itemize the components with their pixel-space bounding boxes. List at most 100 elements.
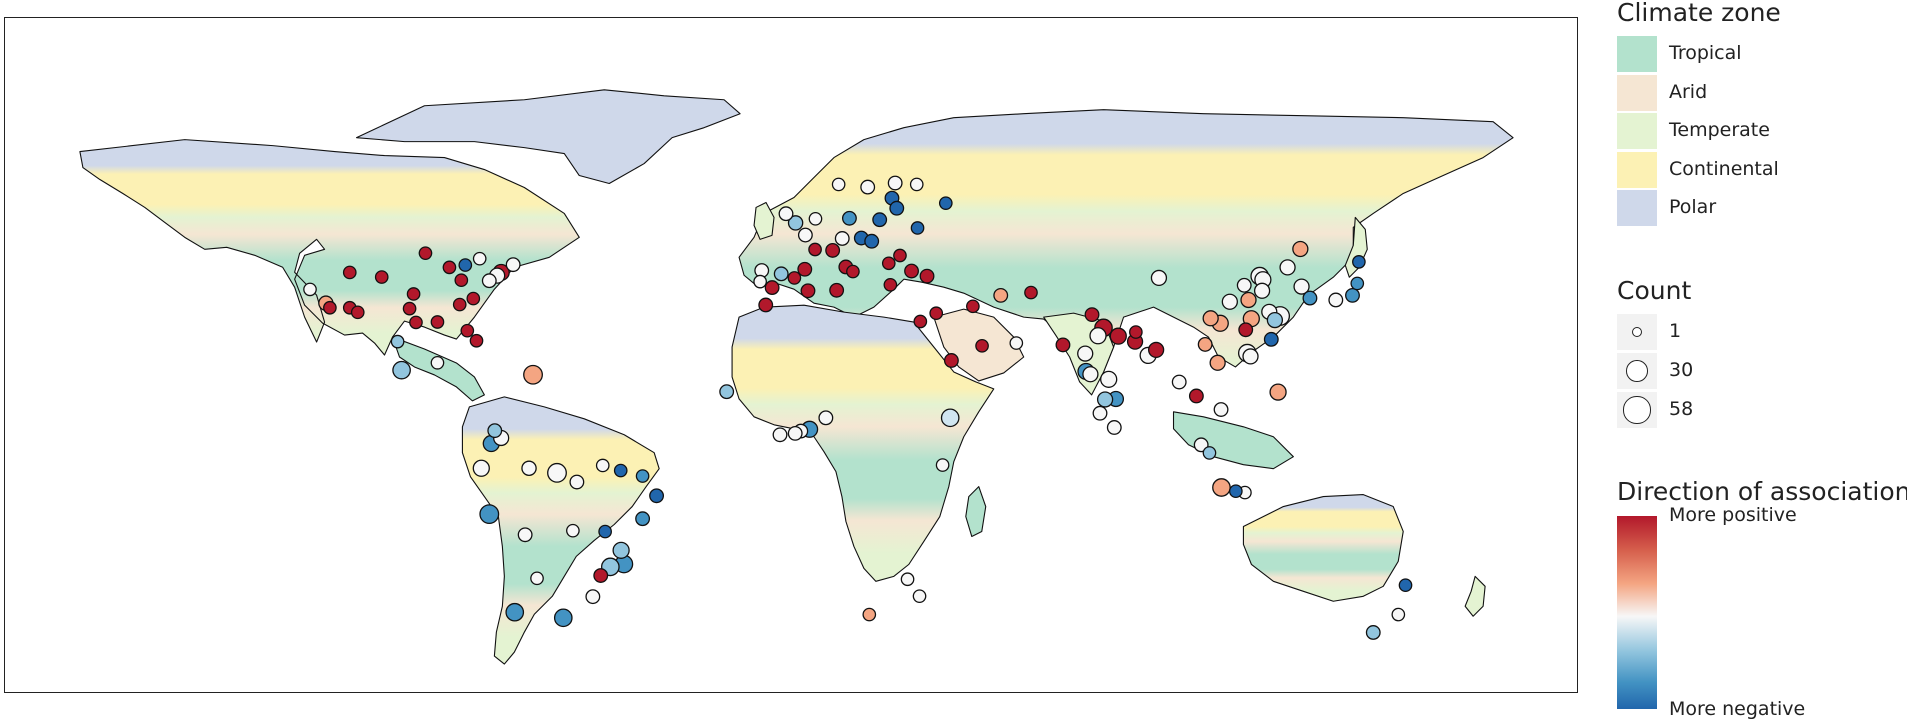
climate-key-swatch (1617, 113, 1657, 149)
study-point (479, 504, 500, 525)
study-point (1197, 337, 1213, 352)
study-point (466, 291, 481, 306)
study-point (469, 333, 484, 348)
study-point (1266, 311, 1284, 329)
study-point (547, 462, 567, 483)
study-point (1242, 348, 1259, 365)
study-point (452, 297, 467, 312)
study-point (635, 469, 650, 483)
study-point (1228, 484, 1243, 499)
study-point (1221, 293, 1238, 310)
study-point (800, 283, 816, 299)
study-point (900, 572, 915, 587)
climate-key-label: Arid (1669, 80, 1708, 103)
study-point (566, 523, 580, 538)
study-point (758, 297, 774, 313)
count-key-circle (1623, 396, 1651, 424)
count-key-box (1617, 314, 1657, 350)
direction-top-label: More positive (1669, 504, 1797, 526)
study-point (649, 488, 665, 504)
study-point (1202, 310, 1219, 327)
greenland-landmass (356, 89, 741, 185)
study-point (889, 200, 905, 216)
study-point (929, 306, 944, 321)
study-point (772, 427, 788, 443)
study-point (1202, 446, 1217, 460)
climate-key-swatch (1617, 190, 1657, 226)
land-layer (79, 89, 1514, 665)
study-point (350, 305, 365, 320)
count-key-circle (1626, 360, 1648, 382)
study-point (460, 323, 475, 338)
australia-landmass (1242, 494, 1404, 602)
study-point (872, 212, 888, 228)
japan-landmass (1344, 216, 1368, 278)
study-point (808, 211, 823, 226)
study-point (1089, 327, 1107, 345)
study-point (1352, 255, 1366, 269)
study-point (862, 607, 877, 622)
study-point (1212, 478, 1231, 497)
study-point (1188, 388, 1204, 404)
study-point (323, 300, 337, 315)
climate-key-label: Temperate (1669, 119, 1770, 141)
count-key-box (1617, 353, 1657, 389)
direction-color-bar (1617, 516, 1657, 709)
study-point (553, 608, 573, 628)
study-point (818, 410, 834, 426)
study-point (860, 179, 876, 195)
study-point (719, 384, 735, 400)
direction-title: Direction of association (1617, 477, 1907, 506)
study-point (1213, 402, 1229, 417)
study-point (993, 287, 1009, 303)
climate-key-label: Tropical (1669, 42, 1742, 64)
study-point (1350, 276, 1365, 291)
points-layer (303, 175, 1413, 640)
study-point (598, 524, 612, 539)
study-point (505, 602, 525, 622)
study-point (472, 251, 487, 266)
study-point (1269, 383, 1287, 401)
study-point (940, 408, 960, 428)
study-point (797, 227, 813, 243)
study-point (1293, 278, 1310, 295)
study-point (825, 242, 841, 258)
study-point (1082, 366, 1099, 383)
madagascar-landmass (965, 486, 987, 538)
uk-landmass (753, 201, 775, 240)
study-point (406, 287, 421, 301)
study-point (1084, 307, 1100, 323)
study-point (1024, 285, 1038, 300)
southeast-asia-islands (1172, 411, 1294, 470)
study-point (935, 458, 950, 472)
study-point (1100, 370, 1118, 388)
study-point (430, 355, 445, 370)
study-point (442, 260, 457, 275)
study-point (773, 266, 789, 282)
study-point (787, 425, 803, 441)
count-title: Count (1617, 276, 1692, 305)
study-point (887, 175, 903, 191)
climate-key-swatch (1617, 36, 1657, 72)
study-point (1292, 240, 1309, 258)
study-point (904, 263, 919, 279)
study-point (487, 423, 503, 439)
climate-key-swatch (1617, 74, 1657, 111)
study-point (1391, 607, 1406, 622)
study-point (342, 265, 357, 280)
study-point (938, 196, 953, 210)
study-point (392, 360, 411, 380)
study-point (303, 282, 317, 297)
north-america-landmass (79, 139, 580, 356)
study-point (975, 338, 989, 353)
study-point (593, 568, 609, 583)
study-point (831, 177, 846, 192)
study-point (846, 264, 860, 279)
study-point (635, 511, 651, 527)
study-point (909, 177, 924, 192)
study-point (418, 246, 433, 261)
study-point (778, 206, 794, 222)
study-point (430, 315, 445, 329)
study-point (472, 459, 490, 477)
study-point (1398, 578, 1413, 593)
